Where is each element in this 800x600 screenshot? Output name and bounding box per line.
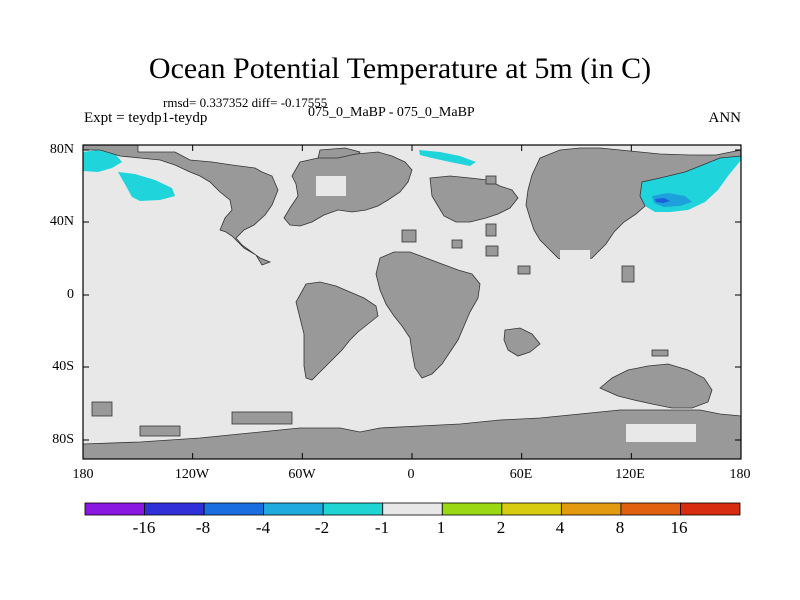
colorbar-label: 16 (670, 518, 688, 537)
x-tick-label: 180 (729, 467, 751, 482)
x-tick-label: 120E (615, 467, 645, 482)
land-island-10 (139, 425, 181, 437)
detail-layer (91, 175, 696, 442)
land-island-6 (621, 265, 635, 283)
land-asia (525, 147, 742, 265)
colorbar-label: 1 (436, 518, 446, 537)
colorbar-label: -16 (132, 518, 156, 537)
anomaly-north-pacific (118, 172, 175, 201)
colorbar-swatch (203, 502, 265, 516)
land-island-11 (485, 175, 497, 185)
ocean-hole-3 (626, 424, 696, 442)
ocean-hole-2 (560, 250, 590, 270)
ocean-hole-1 (316, 176, 346, 196)
land-island-2 (451, 239, 463, 249)
y-tick-label: 40S (52, 359, 74, 374)
land-australia (599, 363, 713, 409)
land-madagascar (503, 327, 541, 357)
colorbar-label: -8 (195, 518, 211, 537)
colorbar-swatch (441, 502, 503, 516)
colorbar-swatch (84, 502, 145, 516)
colorbar-swatch (680, 502, 741, 516)
land-africa (375, 251, 481, 379)
x-tick-label: 0 (407, 467, 415, 482)
colorbar-swatch (263, 502, 324, 516)
land-island-5 (517, 265, 531, 275)
colorbar-swatch (144, 502, 205, 516)
stats-text: rmsd= 0.337352 diff= -0.17555 (163, 95, 328, 110)
colorbar-swatch (501, 502, 562, 516)
colorbar-label: 8 (615, 518, 625, 537)
land-island-4 (485, 245, 499, 257)
land-central-asia (429, 175, 519, 223)
y-tick-label: 80S (52, 432, 74, 447)
x-tick-label: 60W (288, 467, 316, 482)
map-title: Ocean Potential Temperature at 5m (in C) (148, 52, 652, 85)
anomaly-east-asia-minimum (655, 198, 670, 203)
case-label: 075_0_MaBP - 075_0_MaBP (308, 105, 475, 120)
anomaly-layer (83, 150, 741, 212)
x-tick-label: 60E (509, 467, 533, 482)
colorbar-label: -1 (374, 518, 390, 537)
y-tick-label: 80N (49, 142, 74, 157)
axis-ticks (82, 145, 742, 459)
land-europe (283, 151, 413, 227)
colorbar (84, 502, 741, 516)
experiment-label: Expt = teydp1-teydp (84, 110, 208, 126)
colorbar-swatch (322, 502, 384, 516)
colorbar-label: 4 (555, 518, 565, 537)
anomaly-arctic-west (83, 150, 122, 172)
colorbar-label: 2 (496, 518, 506, 537)
land-layer (82, 144, 742, 460)
land-island-3 (485, 223, 497, 237)
x-tick-label: 180 (72, 467, 94, 482)
land-antarctica (82, 409, 742, 460)
colorbar-swatch (560, 502, 622, 516)
season-label: ANN (708, 110, 742, 126)
land-south-america (295, 281, 379, 381)
anomaly-east-asia-core (652, 193, 692, 207)
x-tick-label: 120W (174, 467, 210, 482)
land-island-8 (91, 401, 113, 417)
colorbar-swatch (382, 502, 443, 516)
land-north-america (82, 144, 279, 266)
land-island-9 (231, 411, 293, 425)
colorbar-label: -2 (314, 518, 330, 537)
colorbar-swatch (620, 502, 681, 516)
colorbar-label: -4 (255, 518, 271, 537)
land-island-7 (651, 349, 669, 357)
y-tick-label: 40N (49, 214, 74, 229)
anomaly-arctic-central (419, 150, 476, 166)
land-island-1 (401, 229, 417, 243)
y-tick-label: 0 (67, 287, 74, 302)
